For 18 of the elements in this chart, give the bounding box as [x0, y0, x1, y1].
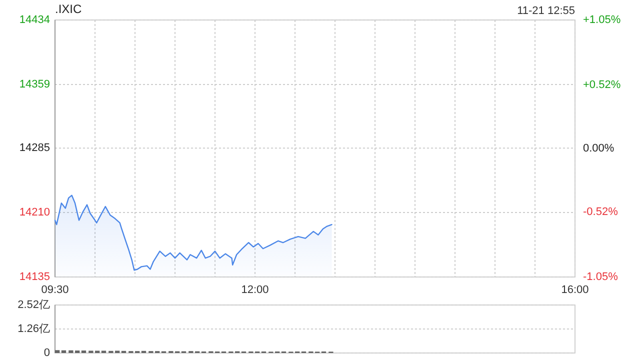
y2-tick-label: -1.05%	[583, 271, 618, 283]
y-tick-label: 2.52亿	[18, 299, 50, 311]
y-tick-label: 14285	[19, 142, 50, 154]
y2-tick-label: +1.05%	[583, 14, 621, 26]
chart-title: .IXIC	[55, 2, 82, 16]
y-tick-label: 1.26亿	[18, 323, 50, 335]
y-tick-label: 14135	[19, 271, 50, 283]
y-tick-label: 14359	[19, 78, 50, 90]
y2-tick-label: +0.52%	[583, 78, 621, 91]
x-tick-label: 16:00	[561, 284, 589, 296]
y-tick-label: 14210	[19, 206, 50, 219]
x-tick-label: 09:30	[41, 284, 69, 296]
y2-tick-label: -0.52%	[583, 206, 618, 218]
y-tick-label: 0	[44, 347, 50, 359]
y2-tick-label: 0.00%	[583, 142, 614, 154]
x-tick-label: 12:00	[241, 284, 269, 296]
text: 11-21 12:55	[517, 5, 575, 17]
y-tick-label: 14434	[19, 14, 50, 26]
